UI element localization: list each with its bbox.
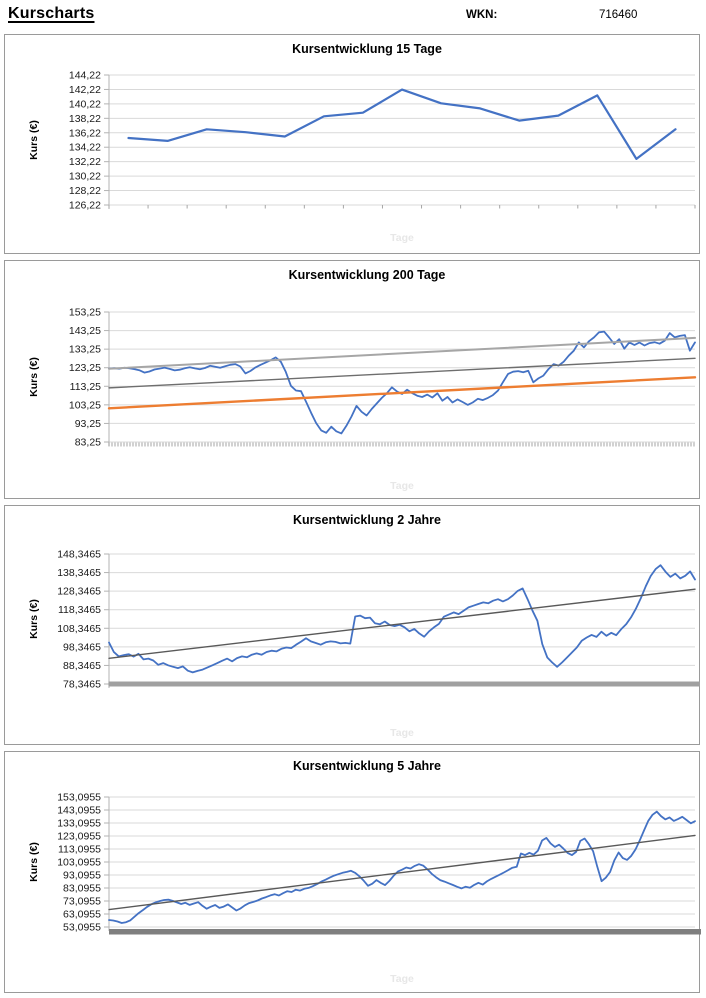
svg-text:113,25: 113,25 <box>70 381 101 393</box>
svg-text:118,3465: 118,3465 <box>58 604 101 616</box>
svg-text:153,25: 153,25 <box>69 307 101 319</box>
chart-title: Kursentwicklung 2 Jahre <box>293 513 441 527</box>
chart-panel-200-tage: Kursentwicklung 200 Tage 153,25 143,25 133… <box>4 260 700 499</box>
svg-text:138,3465: 138,3465 <box>57 567 101 579</box>
svg-text:103,25: 103,25 <box>69 399 101 411</box>
svg-text:103,0955: 103,0955 <box>57 857 101 869</box>
svg-text:138,22: 138,22 <box>69 113 101 125</box>
svg-text:Kurs (€): Kurs (€) <box>28 357 40 397</box>
svg-text:133,0955: 133,0955 <box>57 818 101 830</box>
svg-text:73,0955: 73,0955 <box>63 896 101 908</box>
x-axis-title: Tage <box>390 480 414 492</box>
x-axis-title: Tage <box>390 973 414 985</box>
svg-text:143,25: 143,25 <box>69 325 101 337</box>
svg-text:143,0955: 143,0955 <box>57 805 101 817</box>
svg-text:78,3465: 78,3465 <box>63 679 101 691</box>
wkn-value: 716460 <box>599 9 638 21</box>
svg-text:136,22: 136,22 <box>69 127 101 139</box>
chart-plot-area: 153,25 143,25 133,25 123,25 113,25 103,25 93,2… <box>28 307 697 449</box>
svg-text:153,0955: 153,0955 <box>57 792 101 804</box>
svg-text:93,0955: 93,0955 <box>63 870 101 882</box>
svg-text:98,3465: 98,3465 <box>63 641 101 653</box>
svg-text:Kurs (€): Kurs (€) <box>28 120 40 160</box>
svg-text:93,25: 93,25 <box>75 418 101 430</box>
svg-text:88,3465: 88,3465 <box>63 660 101 672</box>
svg-text:108,3465: 108,3465 <box>57 623 101 635</box>
chart-title: Kursentwicklung 5 Jahre <box>293 759 441 773</box>
svg-text:128,3465: 128,3465 <box>57 586 101 598</box>
svg-text:128,22: 128,22 <box>69 185 101 197</box>
svg-text:53,0955: 53,0955 <box>63 922 101 934</box>
svg-text:83,25: 83,25 <box>75 437 101 449</box>
svg-text:83,0955: 83,0955 <box>63 883 101 895</box>
chart-plot-area: 144,22 142,22 140,22 138,22 136,22 134,22 132,… <box>28 70 696 212</box>
chart-panel-5-jahre: Kursentwicklung 5 Jahre 153,0955 143,0955… <box>4 751 701 993</box>
svg-text:113,0955: 113,0955 <box>58 844 101 856</box>
svg-text:133,25: 133,25 <box>69 344 101 356</box>
svg-text:140,22: 140,22 <box>69 98 101 110</box>
svg-text:63,0955: 63,0955 <box>63 909 101 921</box>
svg-text:123,0955: 123,0955 <box>57 831 101 843</box>
svg-text:132,22: 132,22 <box>69 156 101 168</box>
svg-text:148,3465: 148,3465 <box>57 549 101 561</box>
chart-panel-2-jahre: Kursentwicklung 2 Jahre 148,3465 138,3465… <box>4 505 700 745</box>
svg-text:130,22: 130,22 <box>69 171 101 183</box>
chart-plot-area: 153,0955143,0955133,0955123,0955113,0955… <box>28 792 701 935</box>
x-axis-title: Tage <box>390 727 414 739</box>
chart-panel-15-tage: Kursentwicklung 15 Tage 144,22 142,22 140,… <box>4 34 700 254</box>
chart-plot-area: 148,3465 138,3465 128,3465 118,3465 108,3465… <box>28 549 700 691</box>
svg-text:144,22: 144,22 <box>69 70 101 82</box>
x-axis-title: Tage <box>390 232 414 244</box>
svg-text:134,22: 134,22 <box>69 142 101 154</box>
svg-text:126,22: 126,22 <box>69 200 101 212</box>
chart-title: Kursentwicklung 15 Tage <box>292 42 442 56</box>
svg-text:142,22: 142,22 <box>69 84 101 96</box>
page-title: Kurscharts <box>8 5 95 22</box>
page-header: Kurscharts WKN: 716460 <box>0 0 706 34</box>
chart-title: Kursentwicklung 200 Tage <box>288 268 446 282</box>
svg-text:123,25: 123,25 <box>69 362 101 374</box>
svg-text:Kurs (€): Kurs (€) <box>28 842 40 882</box>
wkn-label: WKN: <box>466 9 498 21</box>
svg-text:Kurs (€): Kurs (€) <box>28 599 40 639</box>
